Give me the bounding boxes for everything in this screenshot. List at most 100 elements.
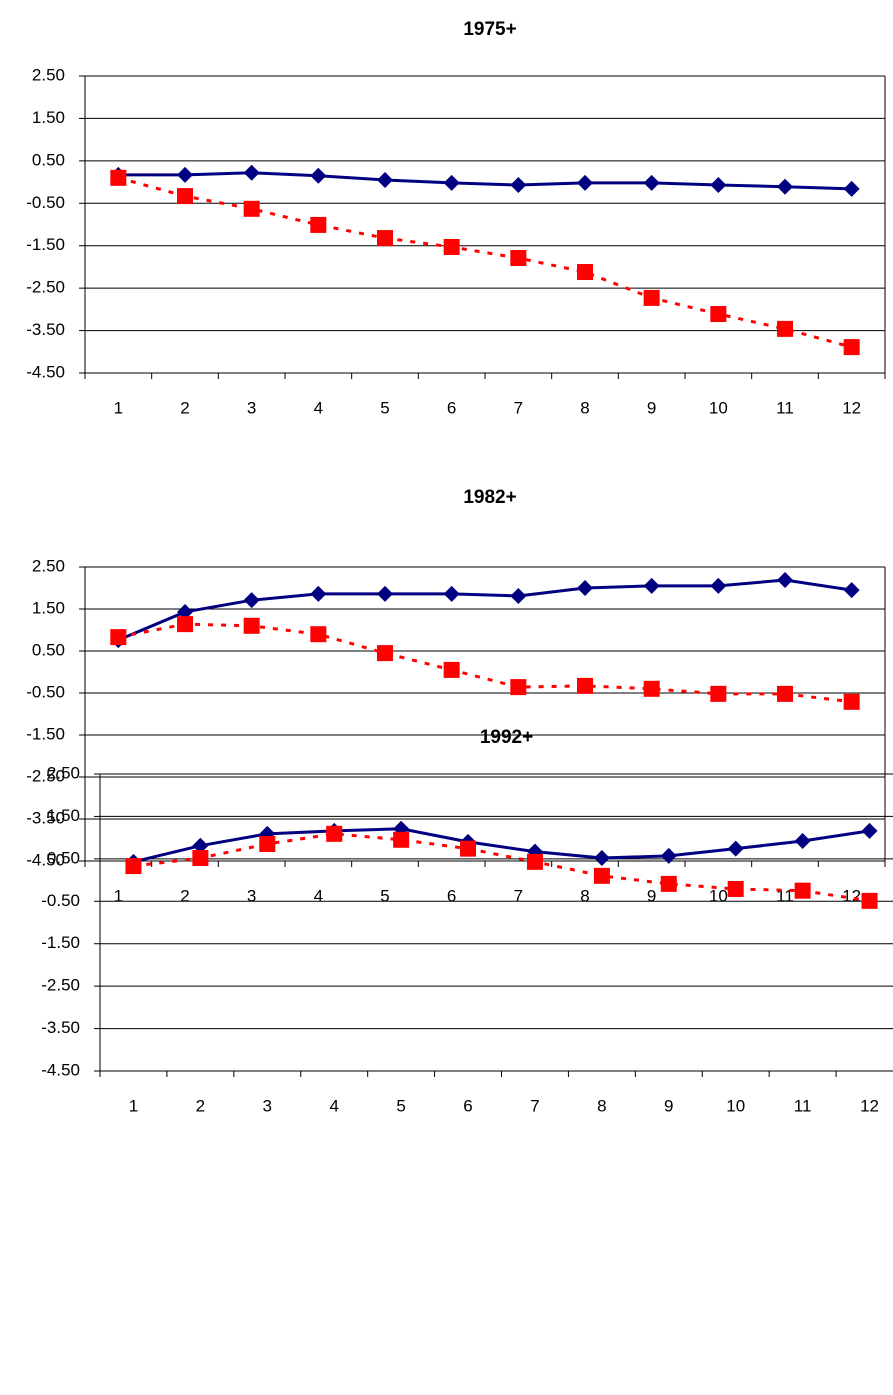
marker [843,180,860,197]
series-line [117,176,853,349]
marker [310,585,327,602]
marker [326,825,343,842]
marker [643,577,660,594]
marker [727,880,744,897]
y-tick-label: -2.50 [41,976,80,995]
marker [310,167,327,184]
y-tick-label: 0.50 [47,848,80,867]
x-tick-label: 3 [247,886,256,905]
marker [843,339,860,356]
marker [443,238,460,255]
y-tick-label: 0.50 [32,640,65,659]
marker [777,685,793,702]
y-tick-label: -3.50 [26,808,65,827]
x-tick-label: 6 [447,886,456,905]
marker [593,867,610,884]
marker [443,585,460,602]
y-tick-label: 1.50 [32,598,65,617]
marker [243,592,260,609]
marker [460,840,477,857]
marker [577,580,593,596]
marker [192,850,209,867]
y-tick-label: -2.50 [26,278,65,297]
x-tick-label: 12 [842,886,861,905]
marker [125,858,142,875]
y-tick-label: 2.50 [47,763,80,782]
marker [577,264,593,281]
x-tick-label: 12 [842,398,861,417]
marker [843,582,860,599]
marker [843,693,860,710]
marker [710,177,727,194]
marker [794,882,811,899]
y-tick-label: -2.50 [26,766,65,785]
marker [377,171,393,188]
chart-title: 1975+ [463,19,516,40]
marker [861,822,878,839]
x-tick-label: 4 [314,886,323,905]
x-tick-label: 4 [329,1096,338,1115]
marker [177,616,193,633]
marker [377,645,393,662]
x-tick-label: 2 [180,398,189,417]
marker [710,685,727,702]
marker [393,831,410,848]
x-tick-label: 11 [776,398,794,417]
marker [710,577,727,594]
marker [643,289,660,306]
x-tick-label: 7 [514,398,523,417]
marker [643,680,660,697]
x-tick-label: 12 [860,1096,879,1115]
marker [259,836,276,853]
marker [443,661,460,678]
marker [510,250,527,267]
x-tick-label: 5 [396,1096,405,1115]
x-tick-label: 9 [664,1096,673,1115]
marker [177,166,193,183]
y-tick-label: 1.50 [47,806,80,825]
marker [510,587,527,604]
marker [110,169,127,186]
x-tick-label: 7 [530,1096,539,1115]
x-tick-label: 8 [580,886,589,905]
x-tick-label: 10 [726,1096,745,1115]
marker [177,188,193,205]
y-tick-label: -3.50 [26,320,65,339]
series-line [133,827,870,864]
series-line [133,832,870,903]
x-tick-label: 10 [709,886,728,905]
marker [377,585,393,602]
marker [510,679,527,696]
y-tick-label: 0.50 [32,150,65,169]
y-tick-label: 2.50 [32,65,65,84]
marker [243,164,260,181]
marker [727,840,744,857]
y-tick-label: -0.50 [26,682,65,701]
x-tick-label: 5 [380,886,389,905]
series-line [118,622,852,704]
marker [777,178,793,195]
chart-title: 1992+ [480,727,533,748]
marker [243,617,260,634]
marker [310,626,327,643]
series-line [117,578,852,642]
marker [710,306,727,323]
y-tick-label: 2.50 [32,556,65,575]
marker [643,174,660,191]
marker [377,230,393,247]
marker [577,174,593,191]
y-tick-label: -3.50 [41,1018,80,1037]
marker [660,875,677,892]
chart-title: 1982+ [463,487,516,508]
x-tick-label: 9 [647,886,656,905]
x-tick-label: 1 [114,886,123,905]
x-tick-label: 1 [129,1096,138,1115]
y-tick-label: -1.50 [26,724,65,743]
marker [794,833,811,850]
x-tick-label: 8 [580,398,589,417]
marker [577,677,593,694]
marker [593,850,610,867]
y-tick-label: -0.50 [26,193,65,212]
